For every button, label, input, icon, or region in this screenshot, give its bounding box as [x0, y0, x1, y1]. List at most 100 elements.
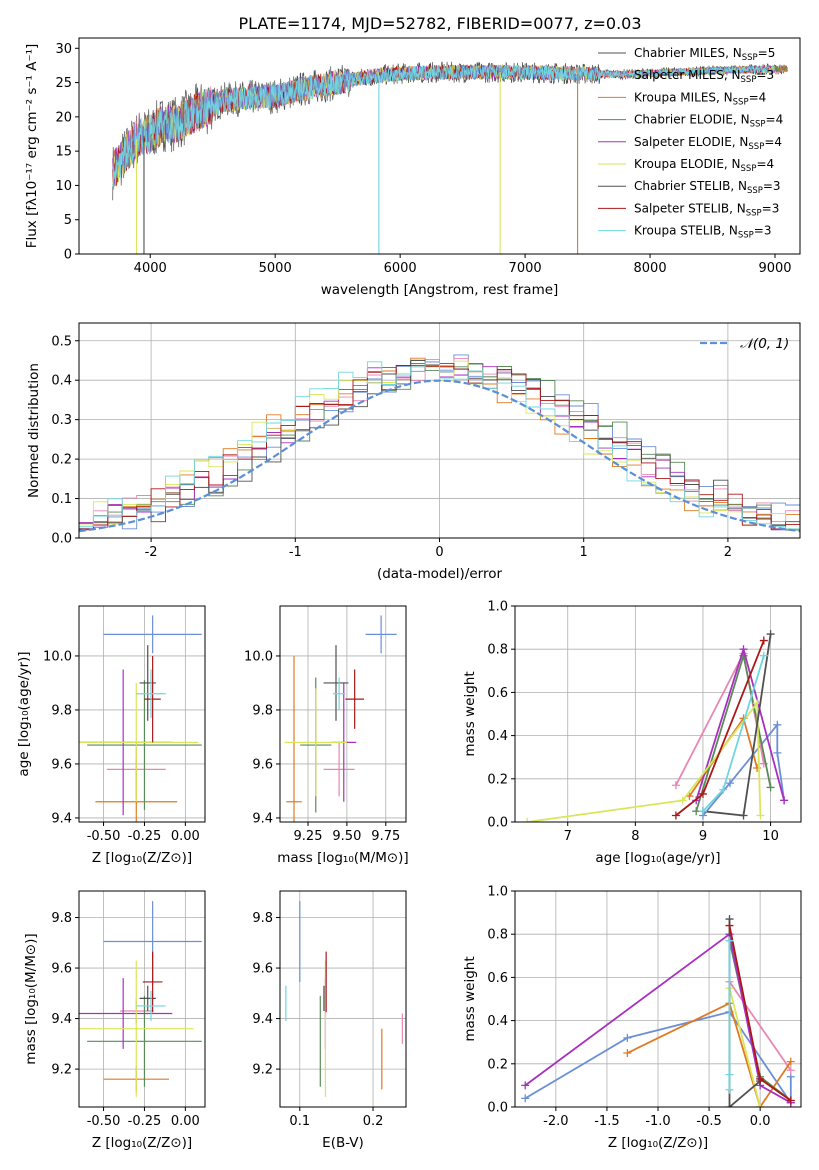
residual_hist-ytick-label: 0.5: [51, 334, 72, 349]
legend-entry-subscript: SSP: [750, 120, 766, 130]
legend-entry-text: Salpeter ELODIE, N: [634, 135, 748, 149]
age_vs_Z-ytick-label: 10.0: [43, 649, 72, 664]
weight-marker-salpeter_miles: [671, 781, 680, 790]
mass_vs_Z-ytick-label: 9.4: [51, 1012, 72, 1027]
mass_weight_vs_age-frame: [514, 605, 802, 823]
legend-entry-text: Chabrier MILES, N: [634, 46, 742, 60]
age_vs_mass-xlabel: mass [log₁₀(M/M⊙)]: [277, 850, 408, 866]
age_vs_mass-panel: 9.25 9.50 9.75 9.4 9.6 9.8 10.0 mass [log₁₀(M/M…: [244, 605, 409, 866]
spectrum-xtick-label: 9000: [758, 261, 791, 276]
age_vs_mass-xtick-label: 9.25: [294, 829, 323, 844]
mass_weight_vs_Z-ytick-label: 0.2: [487, 1057, 508, 1072]
weight-marker-kroupa_elodie: [756, 1103, 765, 1107]
weight-line-salpeter_elodie: [524, 932, 792, 1104]
age_vs_mass-ytick-label: 9.6: [252, 757, 273, 772]
mass_weight_vs_Z-xtick-label: -2.0: [543, 1114, 568, 1129]
legend-entry-0: Chabrier MILES, NSSP=5: [634, 46, 775, 63]
weight-line-kroupa_elodie: [728, 987, 761, 1107]
spectrum-ytick-label: 0: [64, 248, 72, 263]
age_vs_mass-plot-area: [284, 615, 397, 822]
age_vs_Z-xtick-label: 0.00: [171, 829, 200, 844]
weight-marker-chabrier_miles: [623, 1033, 632, 1042]
age_vs_Z-frame: [78, 605, 206, 823]
weight-marker-chabrier_stelib: [725, 1103, 734, 1107]
residual_hist-xtick-label: -1: [289, 545, 302, 560]
mass_vs_Z-plot-area: [79, 901, 202, 1097]
legend-entry-3: Chabrier ELODIE, NSSP=4: [634, 113, 783, 130]
legend-entry-value: =4: [749, 90, 767, 104]
weight-marker-kroupa_miles: [786, 1057, 795, 1066]
weight-marker-chabrier_elodie: [766, 783, 775, 792]
mass_weight_vs_Z-plot-area: [521, 915, 795, 1107]
weight-marker-chabrier_miles: [773, 748, 782, 757]
mass_vs_EBV-ytick-label: 9.4: [252, 1012, 273, 1027]
residual_hist-ytick-label: 0.0: [51, 532, 72, 547]
weight-marker-salpeter_stelib: [759, 636, 768, 645]
mass_weight_vs_age-xlabel: age [log₁₀(age/yr)]: [595, 850, 720, 866]
weight-marker-chabrier_miles: [726, 779, 735, 788]
weight-marker-kroupa_stelib: [725, 1085, 734, 1094]
age_vs_Z-ylabel: age [log₁₀(age/yr)]: [16, 651, 32, 776]
spectrum-plot-area: [112, 61, 788, 254]
weight-marker-chabrier_elodie: [692, 807, 701, 816]
age_vs_Z-ytick-label: 9.8: [51, 703, 72, 718]
legend-entry-text: Salpeter MILES, N: [634, 68, 741, 82]
spectrum-panel: 4000 5000 6000 7000 8000 9000 0 5 10 15 20 25 30 wave…: [24, 37, 801, 298]
mass_vs_EBV-ytick-label: 9.2: [252, 1063, 273, 1078]
hist-series-kroupa_stelib: [79, 361, 800, 531]
mass_vs_Z-ytick-label: 9.8: [51, 911, 72, 926]
mass_weight_vs_age-panel: 7 8 9 10 0.0 0.2 0.4 0.6 0.8 1.0 age [log₁₀(age/yr…: [462, 600, 802, 866]
weight-marker-kroupa_stelib: [719, 785, 728, 794]
spectrum-frame: [78, 37, 801, 255]
age_vs_Z-ytick-label: 9.6: [51, 757, 72, 772]
normal-curve: [79, 379, 800, 533]
legend-entry-5: Kroupa ELODIE, NSSP=4: [634, 157, 774, 174]
mass_vs_Z-frame: [78, 890, 206, 1108]
legend-entry-value: =3: [762, 201, 780, 215]
weight-marker-salpeter_elodie: [739, 645, 748, 654]
residual_hist-panel: -2 -1 0 1 2 0.0 0.1 0.2 0.3 0.4 0.5 (data-model)/er…: [26, 322, 801, 582]
mass_vs_EBV-panel: 0.1 0.2 9.2 9.4 9.6 9.8 E(B-V): [252, 890, 407, 1151]
weight-line-kroupa_miles: [688, 716, 758, 797]
legend-entry-text: Kroupa ELODIE, N: [634, 157, 741, 171]
mass_weight_vs_Z-xtick-label: -0.5: [696, 1114, 721, 1129]
legend-entry-subscript: SSP: [746, 208, 762, 218]
weight-line-kroupa_elodie: [527, 700, 762, 822]
weight-marker-chabrier_miles: [521, 1094, 530, 1103]
hist-legend-label: 𝒩(0, 1): [740, 336, 789, 352]
legend-entry-subscript: SSP: [747, 186, 763, 196]
legend-entry-text: Chabrier STELIB, N: [634, 179, 747, 193]
weight-marker-chabrier_miles: [773, 720, 782, 729]
legend-entry-1: Salpeter MILES, NSSP=3: [634, 68, 774, 85]
legend-entry-4: Salpeter ELODIE, NSSP=4: [634, 135, 782, 152]
weight-line-salpeter_miles: [728, 981, 792, 1071]
legend-entry-8: Kroupa STELIB, NSSP=3: [634, 224, 772, 241]
mass_weight_vs_age-xtick-label: 7: [564, 829, 572, 844]
age_vs_mass-xtick-label: 9.75: [371, 829, 400, 844]
weight-marker-kroupa_miles: [623, 1049, 632, 1057]
mass_weight_vs_Z-xtick-label: 0.0: [750, 1114, 771, 1129]
mass_weight_vs_age-ylabel: mass weight: [462, 671, 478, 756]
legend-entry-subscript: SSP: [741, 75, 757, 85]
legend-entry-text: Kroupa STELIB, N: [634, 224, 738, 238]
mass_weight_vs_Z-xtick-label: -1.5: [594, 1114, 619, 1129]
hist-legend: 𝒩(0, 1): [700, 336, 789, 352]
legend-entry-value: =5: [758, 46, 776, 60]
legend-entry-6: Chabrier STELIB, NSSP=3: [634, 179, 781, 196]
spectrum-ytick-label: 20: [55, 110, 72, 125]
residual_hist-xtick-label: 2: [724, 545, 732, 560]
spectrum-ylabel: Flux [fλ10⁻¹⁷ erg cm⁻² s⁻¹ A⁻¹]: [24, 44, 40, 249]
legend-entry-value: =3: [754, 224, 772, 238]
mass_weight_vs_age-xtick-label: 9: [699, 829, 707, 844]
mass_weight_vs_Z-xtick-label: -1.0: [645, 1114, 670, 1129]
mass_vs_EBV-frame: [279, 890, 407, 1108]
mass_vs_Z-ylabel: mass [log₁₀(M/M⊙)]: [23, 933, 39, 1064]
legend-entry-value: =4: [756, 157, 774, 171]
legend-entry-subscript: SSP: [738, 231, 754, 241]
weight-marker-kroupa_stelib: [698, 807, 707, 816]
weight-marker-salpeter_elodie: [521, 1081, 530, 1090]
age_vs_mass-frame: [279, 605, 407, 823]
legend-entry-2: Kroupa MILES, NSSP=4: [634, 90, 766, 107]
legend-entry-text: Salpeter STELIB, N: [634, 201, 746, 215]
weight-marker-salpeter_stelib: [671, 811, 680, 820]
